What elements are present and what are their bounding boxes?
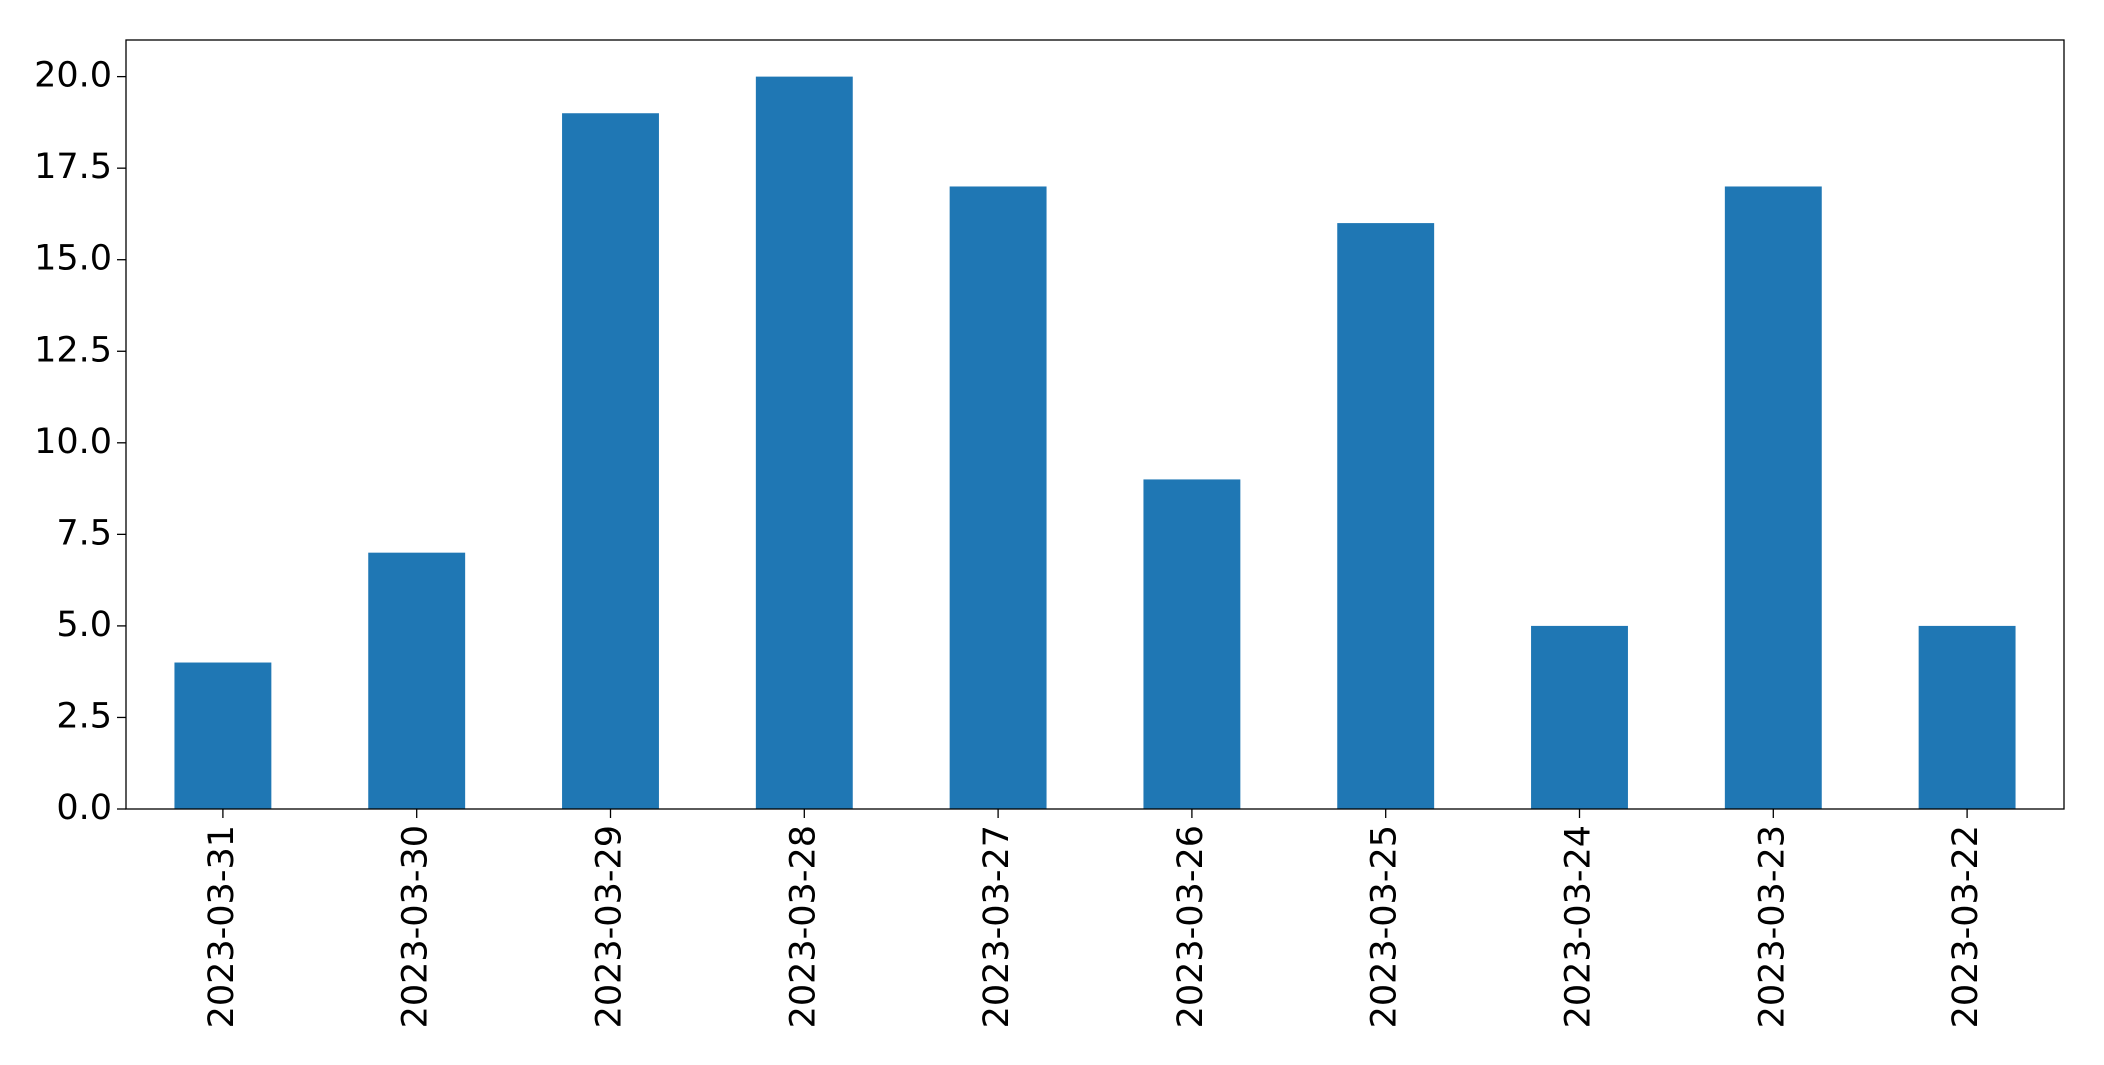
x-tick-label: 2023-03-25 [1365,825,1405,1028]
y-tick-label: 15.0 [34,239,112,279]
bar [174,662,272,809]
bar [1531,625,1628,809]
bar [755,76,853,810]
bar [368,552,466,809]
bar [949,186,1047,809]
x-tick-label: 2023-03-30 [396,825,436,1028]
x-tick-label: 2023-03-27 [977,825,1017,1028]
bar [1724,186,1822,809]
x-tick-label: 2023-03-28 [783,825,823,1028]
bar [1918,625,2016,809]
bar [1143,479,1241,809]
y-tick-label: 2.5 [56,696,112,736]
x-tick-label: 2023-03-29 [590,825,630,1028]
y-tick-label: 5.0 [56,605,112,645]
bar [562,113,659,809]
y-tick-label: 20.0 [34,56,112,96]
plot-frame [125,39,2065,810]
y-tick-label: 17.5 [34,147,112,187]
x-tick-label: 2023-03-31 [202,825,242,1028]
y-tick-label: 7.5 [56,513,112,553]
x-tick-label: 2023-03-22 [1946,825,1986,1028]
y-tick-label: 10.0 [34,422,112,462]
y-tick-label: 12.5 [34,330,112,370]
x-tick-label: 2023-03-24 [1559,825,1599,1028]
x-tick-label: 2023-03-26 [1171,825,1211,1028]
bar [1337,223,1435,810]
y-tick-label: 0.0 [56,788,112,828]
x-tick-label: 2023-03-23 [1752,825,1792,1028]
